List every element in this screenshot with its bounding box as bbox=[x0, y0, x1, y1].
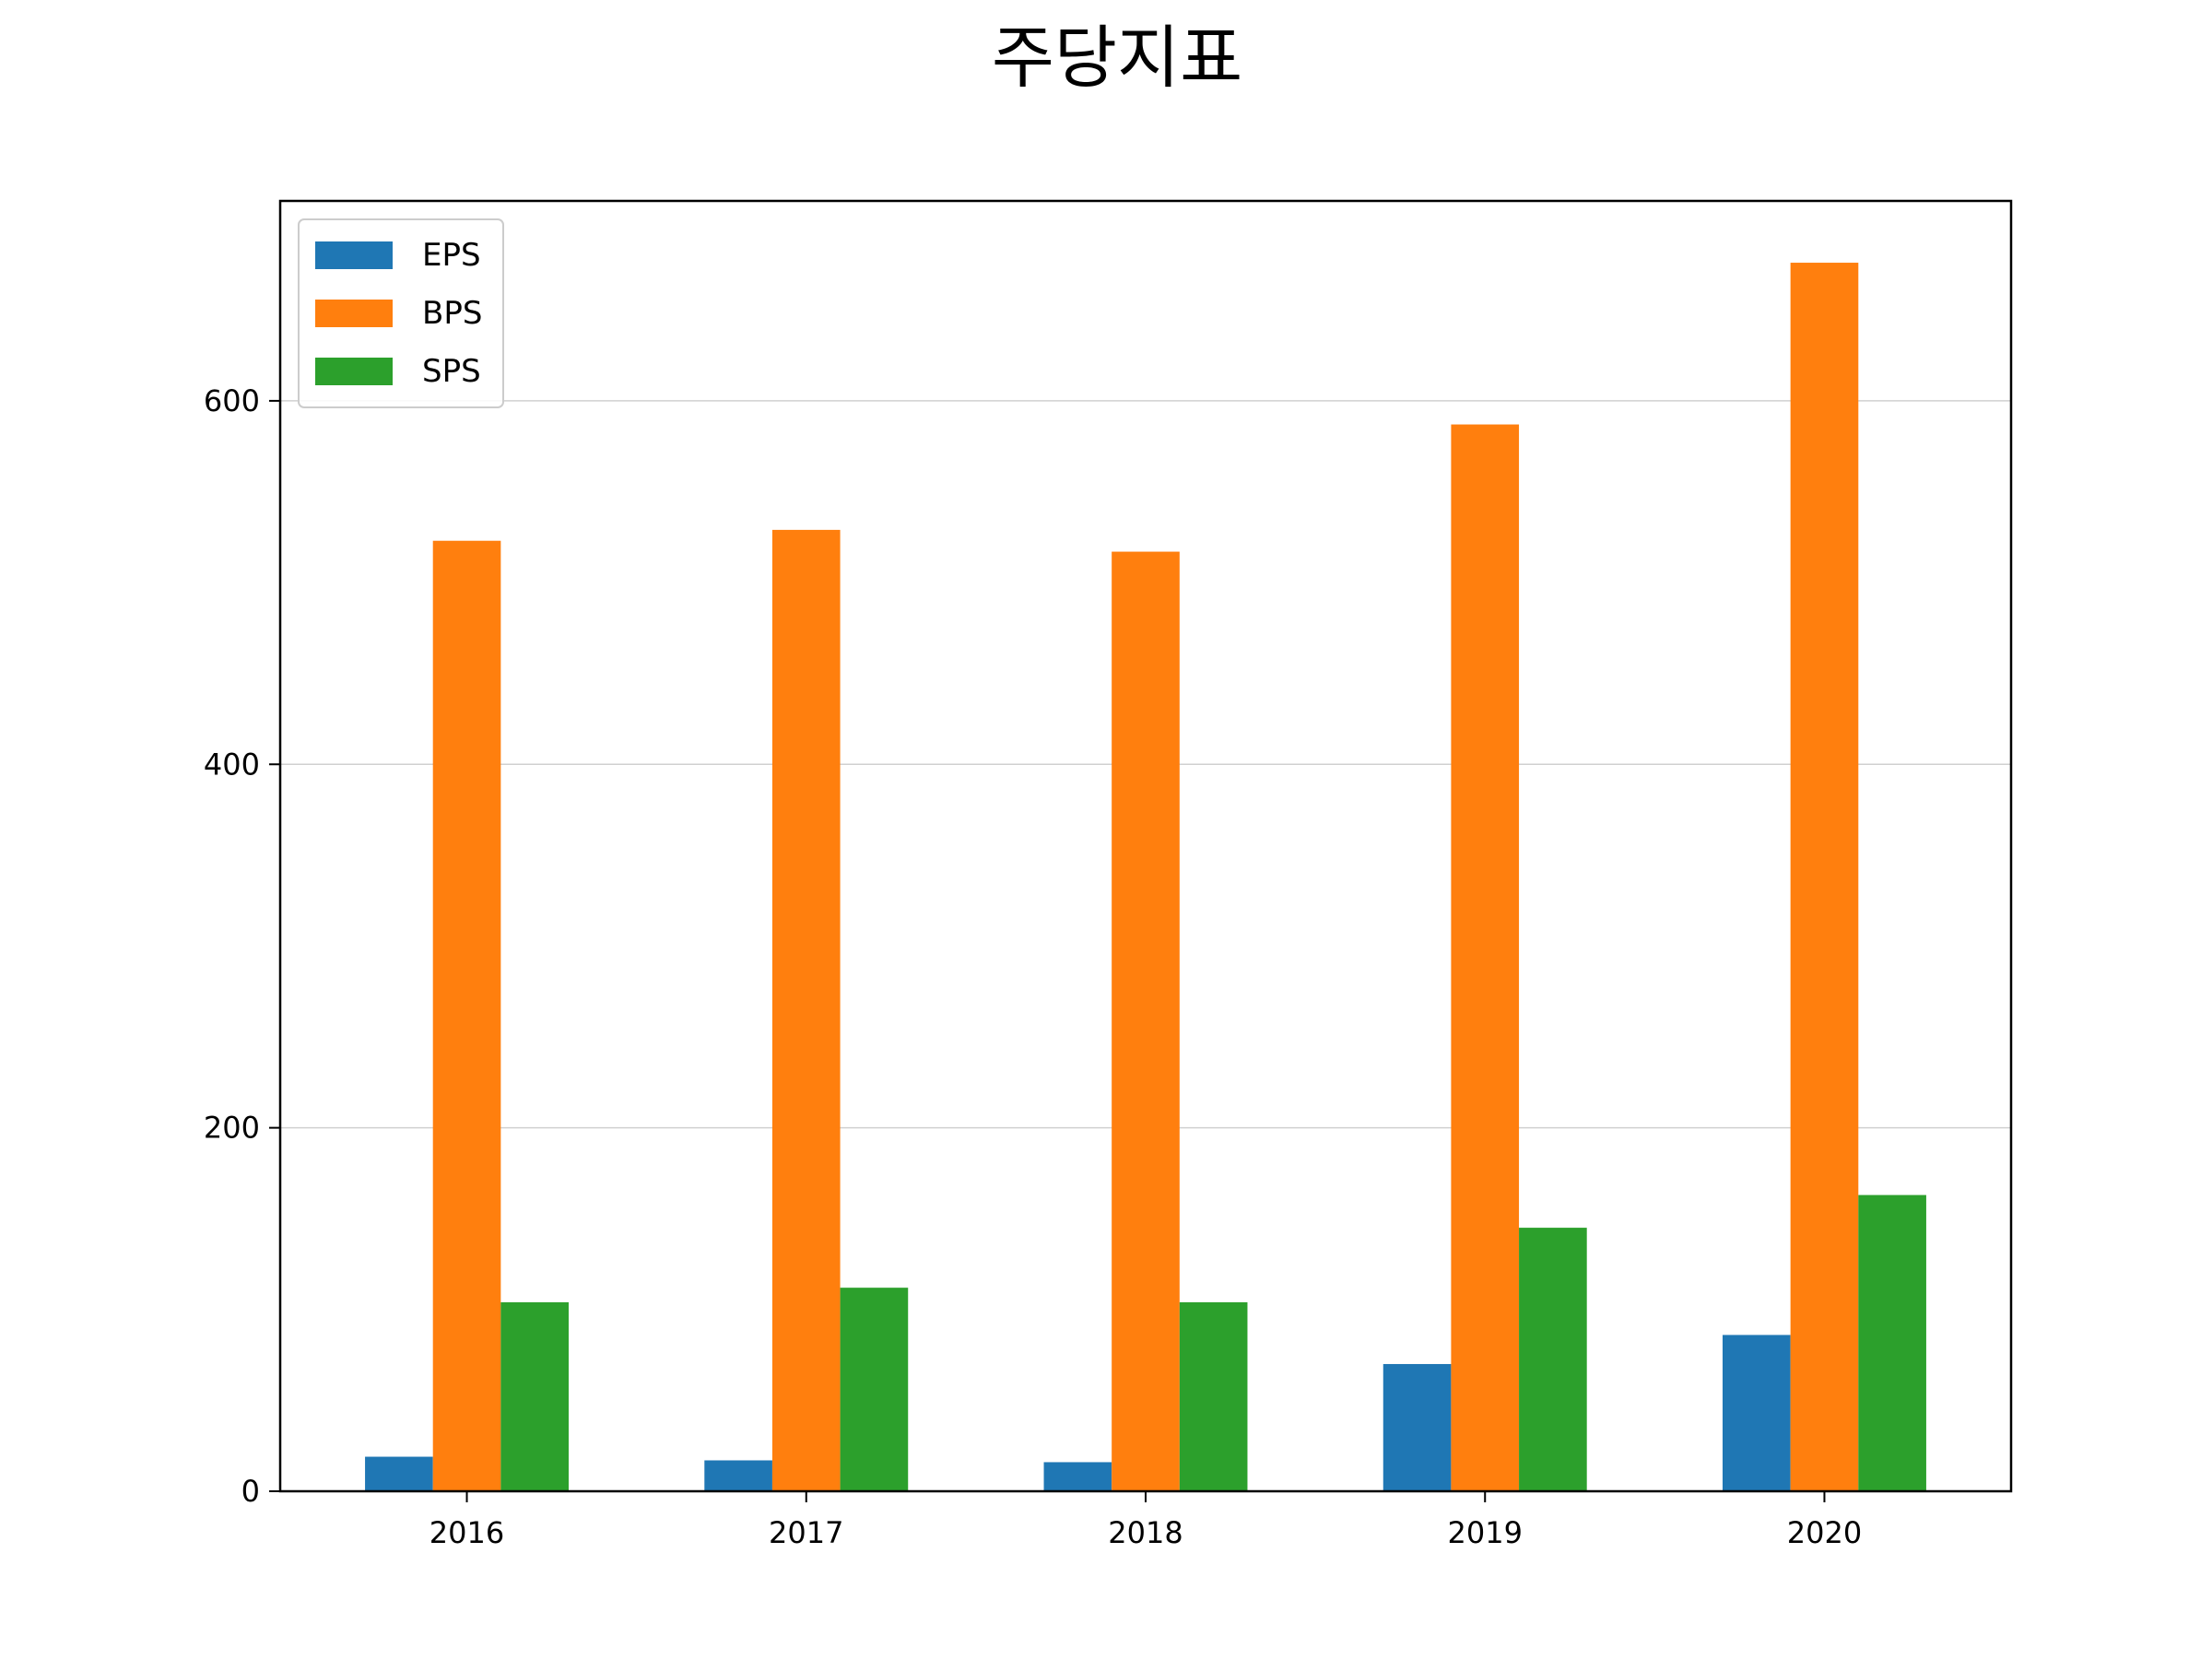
legend-swatch-bps bbox=[315, 300, 393, 327]
legend-label-bps: BPS bbox=[422, 295, 482, 332]
bar-bps-2020 bbox=[1790, 263, 1859, 1492]
bar-sps-2019 bbox=[1519, 1228, 1587, 1491]
x-tick-label: 2020 bbox=[1787, 1515, 1862, 1550]
x-tick-label: 2019 bbox=[1448, 1515, 1523, 1550]
legend-label-eps: EPS bbox=[422, 237, 481, 274]
bar-bps-2017 bbox=[771, 529, 841, 1492]
x-tick-label: 2017 bbox=[769, 1515, 843, 1550]
bar-sps-2020 bbox=[1858, 1194, 1926, 1491]
y-tick-label: 0 bbox=[241, 1474, 260, 1509]
legend: EPS BPS SPS bbox=[298, 218, 504, 408]
bar-eps-2017 bbox=[704, 1460, 772, 1491]
bars bbox=[365, 263, 1926, 1492]
bar-eps-2019 bbox=[1382, 1363, 1452, 1491]
y-tick-label: 400 bbox=[204, 747, 260, 782]
bar-eps-2020 bbox=[1723, 1335, 1791, 1491]
y-tick-label: 200 bbox=[204, 1111, 260, 1146]
bar-eps-2018 bbox=[1043, 1462, 1112, 1491]
legend-swatch-eps bbox=[315, 241, 393, 269]
bar-bps-2016 bbox=[432, 540, 501, 1491]
bar-bps-2019 bbox=[1451, 424, 1520, 1492]
legend-label-sps: SPS bbox=[422, 353, 481, 390]
y-axis: 0 200 400 600 bbox=[204, 383, 280, 1509]
x-tick-label: 2016 bbox=[429, 1515, 504, 1550]
legend-swatch-sps bbox=[315, 358, 393, 385]
bar-bps-2018 bbox=[1112, 551, 1180, 1491]
y-tick-label: 600 bbox=[204, 383, 260, 418]
bar-sps-2018 bbox=[1179, 1301, 1248, 1491]
bar-eps-2016 bbox=[365, 1456, 433, 1491]
x-tick-label: 2018 bbox=[1108, 1515, 1182, 1550]
x-axis: 2016 2017 2018 2019 2020 bbox=[429, 1491, 1862, 1550]
chart-title: 주당지표 bbox=[992, 18, 1242, 98]
bar-sps-2017 bbox=[840, 1288, 909, 1491]
bar-sps-2016 bbox=[500, 1301, 569, 1491]
